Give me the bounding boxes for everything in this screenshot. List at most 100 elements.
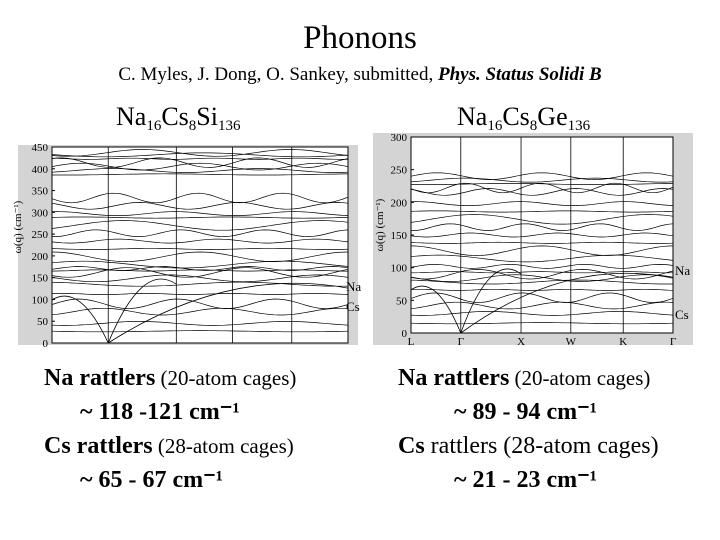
phonon-band — [51, 330, 349, 333]
phonon-band — [410, 210, 674, 213]
na-rattlers-line: Na rattlers (20-atom cages) — [44, 361, 296, 395]
cs-frequency: ~ 65 - 67 cm⁻¹ — [80, 467, 223, 493]
cs-rattlers-line: Cs rattlers (28-atom cages) — [44, 429, 296, 463]
phonon-band — [51, 266, 349, 271]
phonon-band — [410, 264, 674, 269]
na-rattlers-line: Na rattlers (20-atom cages) — [398, 361, 659, 395]
y-tick-label: 400 — [32, 164, 49, 176]
y-tick-label: 350 — [32, 186, 49, 198]
phonon-band — [410, 241, 674, 244]
x-tick-label: W — [227, 346, 238, 347]
y-tick-labels: 0 50 100 150 200 250 300 350 400 450 — [32, 142, 55, 347]
phonon-dispersion-plot-ge: ω(q) (cm⁻¹) 0 50 100 150 200 250 300 L Γ X W K Γ Na… — [373, 132, 693, 347]
y-tick-label: 450 — [32, 142, 49, 154]
cs-freq-line: ~ 65 - 67 cm⁻¹ — [44, 463, 296, 497]
slide-title: Phonons — [303, 20, 417, 56]
formula-subscript: 136 — [217, 118, 241, 134]
phonon-band — [51, 216, 349, 219]
na-freq-line: ~ 89 - 94 cm⁻¹ — [398, 395, 659, 429]
phonon-band — [51, 298, 349, 309]
formula-subscript: 8 — [529, 118, 538, 134]
formula-subscript: 16 — [487, 118, 503, 134]
phonon-band — [410, 214, 674, 225]
phonon-band — [51, 157, 349, 160]
y-axis-label-text: ω(q) (cm⁻¹) — [12, 200, 24, 253]
x-tick-label: Γ — [458, 336, 464, 347]
y-tick-label: 0 — [402, 328, 408, 340]
formula-element: Si — [196, 102, 218, 131]
y-tick-labels: 0 50 100 150 200 250 300 — [391, 132, 414, 340]
y-tick-label: 150 — [32, 273, 49, 285]
phonon-band — [410, 322, 674, 325]
y-tick-label: 200 — [391, 197, 408, 209]
na-frequency: ~ 118 -121 cm⁻¹ — [80, 399, 240, 425]
formula-left: Na16Cs8Si136 — [116, 100, 240, 143]
acoustic-branch — [51, 295, 109, 344]
cs-cage-desc: (28-atom cages) — [152, 434, 294, 458]
formula-subscript: 16 — [146, 118, 162, 134]
phonon-bands — [51, 149, 349, 344]
phonon-band — [51, 293, 349, 295]
y-tick-label: 200 — [32, 251, 49, 263]
x-tick-label: X — [517, 336, 525, 347]
phonon-band — [51, 247, 349, 250]
na-cage-desc: (20-atom cages) — [509, 366, 651, 390]
x-tick-label: X — [172, 346, 180, 347]
phonon-band — [410, 201, 674, 206]
phonon-band — [411, 183, 673, 185]
phonon-band — [410, 269, 674, 280]
y-tick-label: 150 — [391, 230, 408, 242]
phonon-band — [51, 238, 349, 244]
cs-cage-desc: rattlers (28-atom cages) — [424, 433, 659, 459]
x-tick-label: L — [408, 336, 415, 347]
phonon-band — [410, 245, 674, 256]
phonon-band — [411, 223, 674, 231]
phonon-band — [410, 172, 674, 180]
y-tick-label: 0 — [43, 338, 49, 347]
formula-subscript: 8 — [188, 118, 197, 134]
phonon-band — [410, 188, 674, 196]
phonon-band — [410, 182, 674, 194]
acoustic-branch — [107, 278, 177, 344]
phonon-band — [51, 157, 349, 168]
cs-rattlers-label: Cs — [398, 433, 425, 459]
phonon-band — [410, 279, 673, 285]
phonon-band — [410, 274, 674, 282]
phonon-dispersion-plot-si: ω(q) (cm⁻¹) 050100150200250300350400450 … — [12, 142, 361, 347]
notes-left: Na rattlers (20-atom cages) ~ 118 -121 c… — [44, 361, 296, 497]
phonon-band — [410, 301, 674, 310]
y-tick-label: 300 — [32, 207, 49, 219]
phonon-band — [51, 152, 349, 158]
phonon-band — [52, 229, 349, 237]
notes-right: Na rattlers (20-atom cages) ~ 89 - 94 cm… — [398, 361, 659, 497]
acoustic-branch — [108, 282, 349, 344]
na-rattlers-label: Na rattlers — [398, 365, 510, 391]
phonon-band — [51, 321, 349, 326]
formula-element: Na — [457, 102, 488, 131]
phonon-band — [411, 271, 673, 274]
phonon-band — [410, 292, 674, 303]
plot-frame — [51, 146, 349, 344]
phonon-bands — [410, 172, 674, 334]
phonon-band — [410, 254, 674, 263]
x-tick-label: K — [288, 346, 296, 347]
phonon-band — [51, 267, 349, 278]
acoustic-branch — [460, 272, 674, 334]
citation: C. Myles, J. Dong, O. Sankey, submitted,… — [0, 63, 720, 87]
y-tick-label: 50 — [396, 295, 408, 307]
cs-rattlers-line: Cs rattlers (28-atom cages) — [398, 429, 659, 463]
y-axis-label-text: ω(q) (cm⁻¹) — [374, 198, 386, 251]
phonon-band — [51, 251, 349, 262]
formula-element: Cs — [502, 102, 530, 131]
x-tick-label: Γ — [345, 346, 351, 347]
formula-subscript: 136 — [567, 118, 591, 134]
na-cage-desc: (20-atom cages) — [155, 366, 297, 390]
y-tick-label: 100 — [391, 263, 408, 275]
phonon-band — [51, 274, 349, 283]
na-rattlers-label: Na rattlers — [44, 365, 156, 391]
x-tick-label: Γ — [105, 346, 111, 347]
phonon-band — [51, 192, 349, 204]
formula-element: Cs — [161, 102, 189, 131]
phonon-band — [51, 149, 349, 157]
plot-frame — [410, 136, 674, 334]
